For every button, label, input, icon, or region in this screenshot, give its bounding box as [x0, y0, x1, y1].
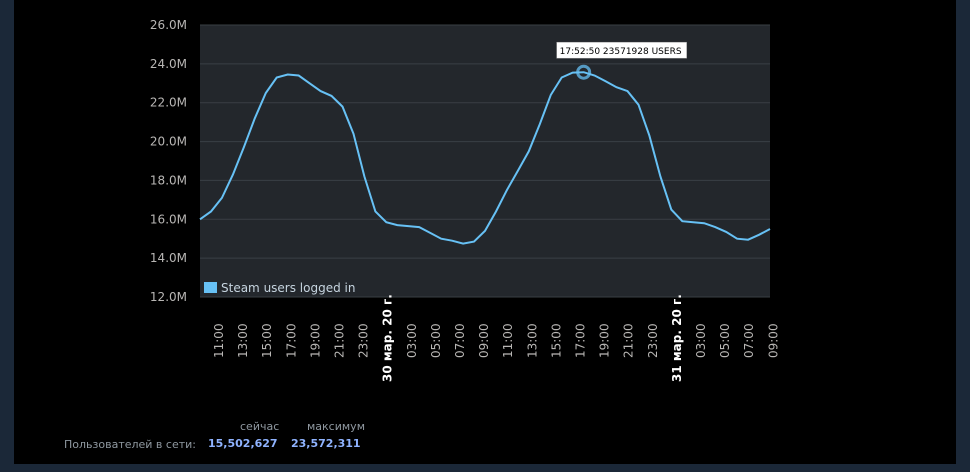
y-tick-label: 16.0M: [150, 212, 187, 226]
max-value: 23,572,311: [291, 437, 361, 450]
x-date-label: 30 мар. 20 г.: [381, 294, 395, 382]
x-tick-label: 03:00: [405, 323, 419, 358]
x-tick-label: 07:00: [742, 323, 756, 358]
x-tick-label: 03:00: [694, 323, 708, 358]
x-tick-label: 21:00: [622, 323, 636, 358]
x-tick-label: 19:00: [308, 323, 322, 358]
plot-area: [200, 25, 770, 297]
tooltip: 17:52:50 23571928 USERS: [556, 41, 687, 59]
x-tick-label: 23:00: [646, 323, 660, 358]
x-tick-label: 13:00: [525, 323, 539, 358]
x-tick-label: 23:00: [357, 323, 371, 358]
legend[interactable]: Steam users logged in: [204, 281, 355, 295]
chart-panel: 26.0M 24.0M 22.0M 20.0M 18.0M 16.0M 14.0M 12.0M…: [14, 0, 956, 464]
x-tick-label: 17:00: [284, 323, 298, 358]
x-axis: 11:00 13:00 15:00 17:00 19:00 21:00 23:00 30 ма…: [212, 294, 780, 382]
y-tick-label: 18.0M: [150, 173, 187, 187]
y-tick-label: 14.0M: [150, 251, 187, 265]
x-date-label: 31 мар. 20 г.: [670, 294, 684, 382]
x-tick-label: 19:00: [598, 323, 612, 358]
x-tick-label: 15:00: [549, 323, 563, 358]
x-tick-label: 13:00: [236, 323, 250, 358]
now-value: 15,502,627: [208, 437, 278, 450]
y-tick-label: 12.0M: [150, 290, 187, 304]
users-chart: 26.0M 24.0M 22.0M 20.0M 18.0M 16.0M 14.0M 12.0M…: [150, 18, 780, 382]
series-line-steam-users[interactable]: [199, 71, 771, 245]
x-tick-label: 17:00: [574, 323, 588, 358]
x-tick-label: 05:00: [718, 323, 732, 358]
x-tick-label: 09:00: [766, 323, 780, 358]
legend-label: Steam users logged in: [221, 281, 355, 295]
gridlines: [200, 24, 770, 298]
y-axis: 26.0M 24.0M 22.0M 20.0M 18.0M 16.0M 14.0M 12.0M: [150, 18, 187, 304]
x-tick-label: 21:00: [333, 323, 347, 358]
y-tick-label: 24.0M: [150, 57, 187, 71]
max-header: максимум: [307, 420, 365, 433]
legend-swatch: [204, 282, 217, 293]
y-tick-label: 26.0M: [150, 18, 187, 32]
x-tick-label: 15:00: [260, 323, 274, 358]
x-tick-label: 09:00: [477, 323, 491, 358]
x-tick-label: 11:00: [212, 323, 226, 358]
x-tick-label: 05:00: [429, 323, 443, 358]
x-tick-label: 11:00: [501, 323, 515, 358]
y-tick-label: 22.0M: [150, 96, 187, 110]
hover-marker[interactable]: [576, 64, 592, 80]
now-header: сейчас: [240, 420, 280, 433]
y-tick-label: 20.0M: [150, 135, 187, 149]
tooltip-text: 17:52:50 23571928 USERS: [560, 47, 682, 57]
users-online-label: Пользователей в сети:: [64, 438, 196, 451]
x-tick-label: 07:00: [453, 323, 467, 358]
